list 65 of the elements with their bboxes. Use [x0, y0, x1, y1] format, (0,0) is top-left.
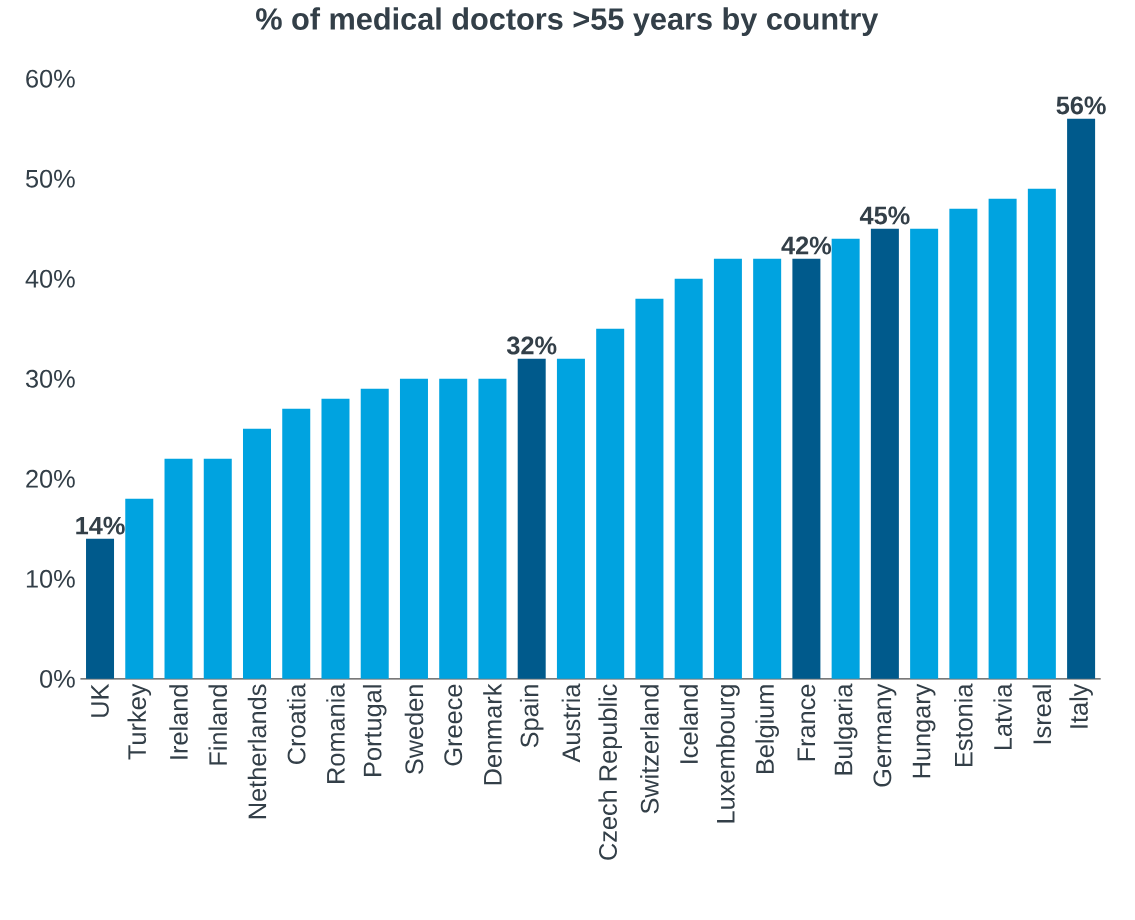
bar: [439, 378, 468, 679]
bar: [478, 378, 507, 679]
bar: [870, 228, 899, 679]
bar: [949, 208, 978, 679]
chart-title: % of medical doctors >55 years by country: [256, 7, 879, 36]
x-tick-label: Germany: [873, 683, 897, 787]
x-tick-label: Ireland: [169, 685, 188, 759]
bar: [86, 538, 115, 679]
bar: [360, 388, 389, 679]
x-tick-label: UK: [91, 683, 109, 717]
bar: [321, 398, 350, 679]
data-label: 56%: [1056, 96, 1106, 115]
x-tick-label: Luxembourg: [716, 685, 740, 823]
bar: [1067, 118, 1096, 679]
x-tick-label: Bulgaria: [833, 683, 858, 775]
bar: [243, 428, 271, 679]
bar: [910, 228, 939, 679]
bar: [1027, 188, 1056, 679]
y-tick-label: 40%: [25, 269, 75, 288]
data-label: 32%: [506, 336, 557, 355]
bar: [125, 498, 154, 679]
y-tick-label: 10%: [26, 569, 75, 588]
x-tick-label: Austria: [561, 683, 581, 763]
bar: [164, 458, 193, 679]
bar: [713, 258, 742, 679]
bar: [792, 258, 821, 679]
bar: [399, 378, 428, 679]
y-tick-label: 50%: [25, 169, 75, 188]
x-tick-label: Latvia: [993, 683, 1012, 749]
x-tick-label: Sweden: [404, 685, 424, 774]
y-tick-label: 0%: [40, 669, 75, 688]
x-tick-label: France: [797, 684, 816, 761]
x-tick-label: Belgium: [755, 685, 779, 773]
x-tick-label: Italy: [1069, 683, 1093, 728]
bar: [635, 298, 664, 679]
x-tick-label: Estonia: [954, 683, 973, 766]
x-tick-label: Hungary: [912, 683, 936, 778]
x-tick-label: Finland: [208, 685, 228, 765]
x-tick-label: Denmark: [483, 683, 502, 785]
bar: [556, 358, 585, 679]
data-label: 14%: [76, 516, 125, 535]
y-tick-label: 20%: [26, 469, 75, 488]
x-tick-label: Romania: [326, 683, 345, 783]
bar: [596, 328, 625, 679]
bar: [753, 258, 782, 679]
x-tick-label: Switzerland: [640, 685, 659, 814]
x-tick-label: Croatia: [286, 683, 306, 764]
x-tick-label: Portugal: [362, 685, 387, 776]
data-label: 42%: [781, 236, 832, 255]
y-tick-label: 30%: [25, 369, 75, 388]
y-tick-label: 60%: [26, 69, 75, 88]
x-tick-label: Netherlands: [247, 684, 267, 819]
x-tick-label: Isreal: [1032, 685, 1052, 744]
x-tick-label: Turkey: [127, 683, 152, 760]
bar: [203, 458, 232, 679]
bar: [674, 278, 703, 679]
x-tick-label: Iceland: [679, 685, 698, 763]
x-tick-label: Greece: [444, 684, 463, 766]
bar: [282, 408, 311, 679]
bar: [831, 238, 860, 679]
x-tick-label: Spain: [519, 685, 544, 748]
x-tick-label: Czech Republic: [598, 684, 622, 860]
data-label: 45%: [859, 206, 910, 225]
bar: [517, 358, 546, 679]
bar: [988, 198, 1017, 679]
